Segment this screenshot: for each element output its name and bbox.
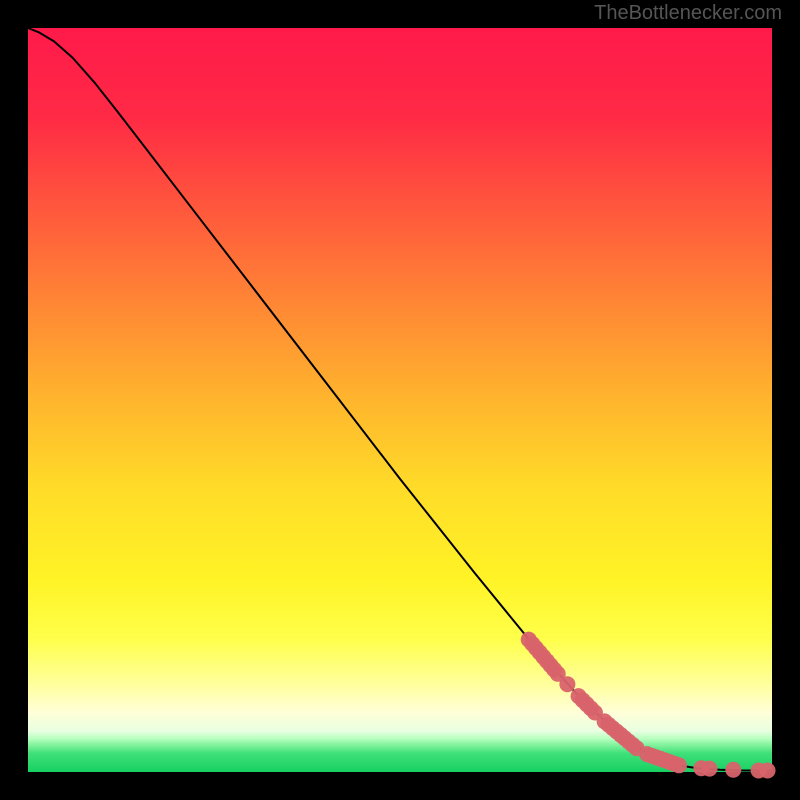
scatter-marker (702, 761, 718, 777)
scatter-marker (671, 757, 687, 773)
scatter-marker (559, 676, 575, 692)
scatter-marker (725, 762, 741, 778)
scatter-marker (760, 763, 776, 779)
source-watermark: TheBottlenecker.com (594, 2, 782, 25)
chart-stage: TheBottlenecker.com (0, 0, 800, 800)
scatter-markers (521, 632, 776, 779)
plot-area (28, 28, 772, 772)
main-curve (28, 28, 772, 771)
chart-svg-layer (28, 28, 772, 772)
